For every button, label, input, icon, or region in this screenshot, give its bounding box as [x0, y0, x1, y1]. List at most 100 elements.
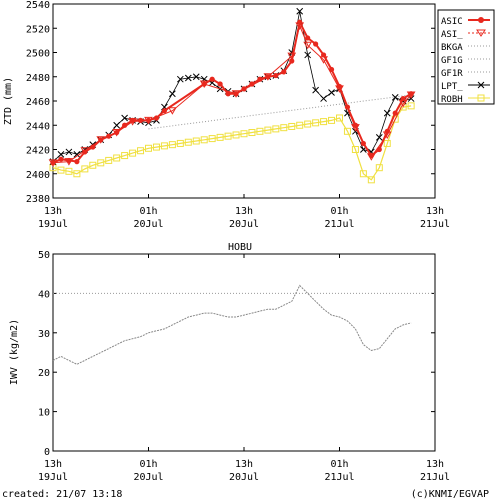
lpt-point: [391, 94, 399, 101]
asic-point: [137, 117, 144, 123]
y-tick-label: 2400: [26, 170, 50, 181]
bkga-series-line: [148, 94, 412, 130]
asic-point: [145, 117, 152, 123]
x-tick-label-time: 01h: [139, 206, 157, 217]
asic-point: [90, 144, 96, 150]
robh-point: [105, 156, 113, 164]
created-timestamp: created: 21/07 13:18: [2, 489, 122, 500]
asic-point: [82, 149, 88, 155]
robh-point: [65, 167, 73, 175]
robh-point: [152, 143, 160, 151]
x-tick-label-time: 13h: [44, 459, 62, 470]
asic-point: [114, 129, 120, 136]
lpt-point: [169, 90, 176, 98]
robh-point: [351, 146, 359, 153]
y-tick-label: 2460: [26, 97, 50, 108]
robh-point: [256, 127, 264, 135]
robh-point: [113, 154, 121, 162]
asic-point: [305, 35, 311, 41]
x-tick-label-time: 13h: [426, 206, 444, 217]
ztd-ylabel: ZTD (mm): [3, 77, 14, 125]
x-tick-label-date: 20Jul: [229, 219, 259, 230]
robh-point: [81, 165, 89, 173]
asic-point: [408, 91, 414, 97]
robh-point: [160, 142, 168, 150]
legend-label: BKGA: [441, 43, 463, 53]
iwv-plot-frame: [52, 253, 436, 452]
y-tick-label: 0: [44, 447, 50, 458]
asic-point: [265, 74, 271, 80]
lpt-point: [296, 7, 304, 15]
robh-point: [145, 144, 152, 152]
asic-point: [209, 76, 215, 82]
robh-point: [312, 119, 320, 127]
asic-point: [225, 91, 231, 97]
asic-point: [336, 83, 343, 90]
lpt-point: [73, 150, 81, 158]
asic-point: [360, 140, 366, 147]
y-tick-label: 40: [38, 289, 50, 300]
robh-point: [288, 122, 296, 130]
asic-point: [122, 122, 128, 128]
lpt-point: [176, 75, 184, 83]
asic-point: [201, 81, 207, 87]
y-tick-label: 2520: [26, 24, 50, 35]
robh-point: [89, 161, 97, 169]
y-tick-label: 30: [38, 329, 50, 340]
y-tick-label: 2440: [26, 121, 50, 132]
asic-point: [153, 115, 160, 121]
robh-point: [200, 136, 208, 144]
robh-point: [192, 137, 200, 145]
asic-point: [313, 41, 319, 47]
asic-point: [352, 122, 359, 128]
robh-point: [367, 176, 375, 184]
robh-point: [264, 126, 272, 134]
asic-point: [320, 52, 327, 58]
x-tick-label-date: 20Jul: [133, 472, 163, 483]
robh-point: [383, 139, 391, 147]
robh-point: [272, 125, 280, 133]
x-tick-label-date: 21Jul: [420, 472, 450, 483]
x-tick-label-date: 21Jul: [420, 219, 450, 230]
robh-point: [129, 149, 137, 157]
legend-label: LPT_: [441, 82, 463, 92]
x-tick-label-time: 13h: [235, 459, 253, 470]
asic-point: [281, 69, 287, 75]
robh-point: [232, 131, 240, 139]
robh-point: [304, 120, 312, 128]
lpt-point: [328, 89, 335, 96]
y-tick-label: 50: [38, 250, 50, 261]
iwv-ylabel: IWV (kg/m2): [9, 319, 20, 385]
x-tick-label-date: 21Jul: [324, 472, 354, 483]
asic-point: [217, 81, 223, 87]
robh-point: [137, 147, 145, 155]
legend-marker-triangle: [476, 29, 486, 37]
legend-frame: [437, 9, 495, 105]
x-tick-label-time: 13h: [426, 459, 444, 470]
robh-point: [168, 141, 176, 149]
legend-label: GF1R: [441, 69, 463, 79]
lpt-point: [184, 74, 192, 82]
y-tick-label: 2420: [26, 146, 50, 157]
robh-point: [184, 138, 192, 146]
robh-point: [216, 133, 224, 141]
robh-point: [240, 130, 248, 138]
lpt-series-line: [52, 11, 412, 162]
legend-label: ROBH: [441, 95, 463, 105]
asic-point: [368, 152, 374, 159]
robh-point: [359, 170, 367, 178]
lpt-point: [304, 51, 312, 59]
asic-point: [273, 72, 279, 79]
asic-point: [344, 104, 351, 110]
asic-point: [384, 128, 390, 134]
legend-label: GF1G: [441, 56, 463, 66]
ztd-legend: ASIC ASI_ BKGA GF1G GF1R LPT_ ROBH: [437, 9, 495, 105]
x-tick-label-date: 20Jul: [229, 472, 259, 483]
x-tick-label-date: 19Jul: [38, 219, 68, 230]
asic-point: [74, 159, 80, 165]
asi-point: [303, 41, 313, 50]
copyright-credit: (c)KNMI/EGVAP: [411, 489, 489, 500]
lpt-point: [121, 114, 128, 122]
legend-marker-circle: [478, 17, 484, 23]
robh-point: [176, 139, 184, 147]
